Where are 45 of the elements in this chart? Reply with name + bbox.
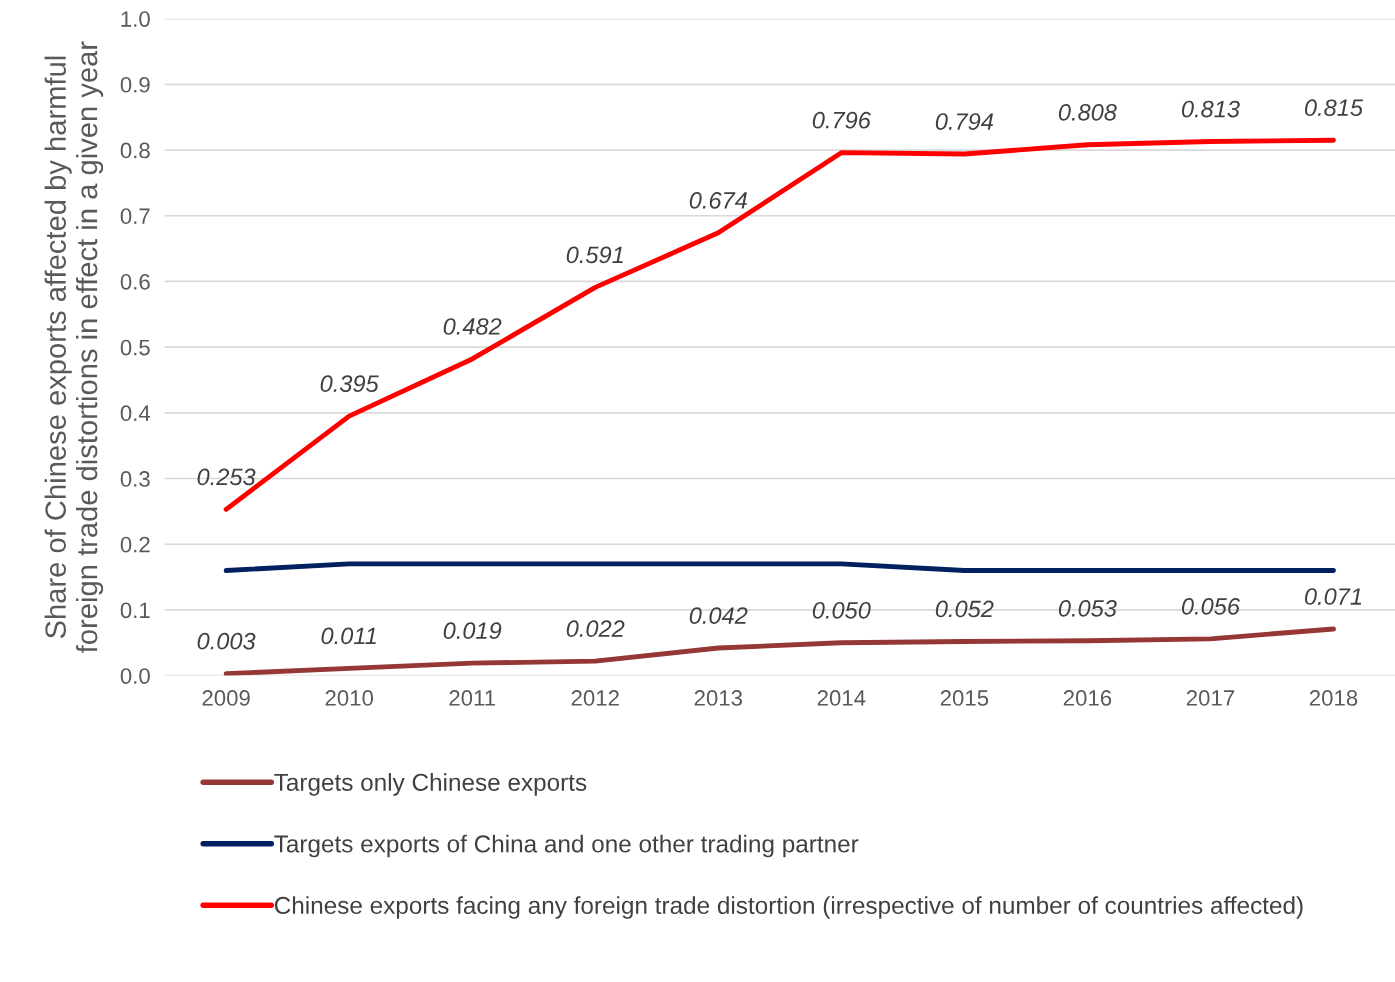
y-tick-label: 0.7: [120, 208, 150, 225]
data-label: 0.011: [321, 627, 376, 645]
legend-label: Chinese exports facing any foreign trade distortion (irrespective of number of countries affected): [274, 896, 1303, 919]
x-tick-label: 2018: [1309, 690, 1358, 706]
data-label: 0.019: [443, 622, 502, 640]
data-label: 0.482: [443, 318, 502, 335]
y-tick-label: 1.0: [121, 11, 150, 27]
data-label: 0.674: [689, 192, 747, 209]
y-tick-label: 0.8: [120, 142, 150, 159]
y-tick-label: 0.0: [120, 668, 150, 684]
data-label: 0.022: [566, 620, 625, 638]
y-tick-label: 0.3: [120, 471, 150, 487]
y-tick-label: 0.9: [120, 76, 150, 93]
data-label: 0.794: [935, 113, 994, 130]
x-tick-label: 2016: [1063, 690, 1112, 706]
x-tick-label: 2012: [571, 690, 619, 706]
y-tick-label: 0.1: [120, 602, 150, 619]
data-label: 0.796: [812, 111, 871, 129]
data-label: 0.591: [566, 246, 623, 264]
y-tick-label: 0.2: [120, 536, 150, 553]
data-label: 0.395: [320, 375, 379, 393]
data-label: 0.253: [197, 468, 256, 486]
y-axis-title: Share of Chinese exports affected by harmful foreign trade distortions in effect in a given year: [44, 41, 104, 653]
data-label: 0.815: [1304, 99, 1364, 117]
x-tick-label: 2014: [817, 690, 866, 706]
y-tick-label: 0.6: [120, 273, 150, 290]
data-label: 0.053: [1058, 599, 1117, 617]
y-tick-label: 0.4: [120, 405, 151, 422]
data-label: 0.056: [1181, 598, 1240, 615]
x-tick-label: 2010: [325, 690, 374, 706]
y-tick-label: 0.5: [120, 339, 150, 356]
legend-label: Targets exports of China and one other trading partner: [274, 834, 859, 858]
data-label: 0.071: [1304, 588, 1362, 605]
data-label: 0.808: [1058, 103, 1117, 121]
x-tick-label: 2011: [449, 690, 496, 706]
legend-label: Targets only Chinese exports: [274, 773, 587, 796]
data-label: 0.813: [1181, 100, 1240, 118]
data-label: 0.050: [812, 601, 871, 619]
x-tick-label: 2013: [694, 690, 743, 706]
data-label: 0.052: [935, 600, 994, 618]
x-tick-label: 2015: [940, 690, 989, 706]
x-tick-label: 2009: [202, 690, 250, 706]
data-label: 0.042: [689, 607, 748, 624]
data-label: 0.003: [197, 632, 256, 650]
x-tick-label: 2017: [1186, 690, 1235, 706]
